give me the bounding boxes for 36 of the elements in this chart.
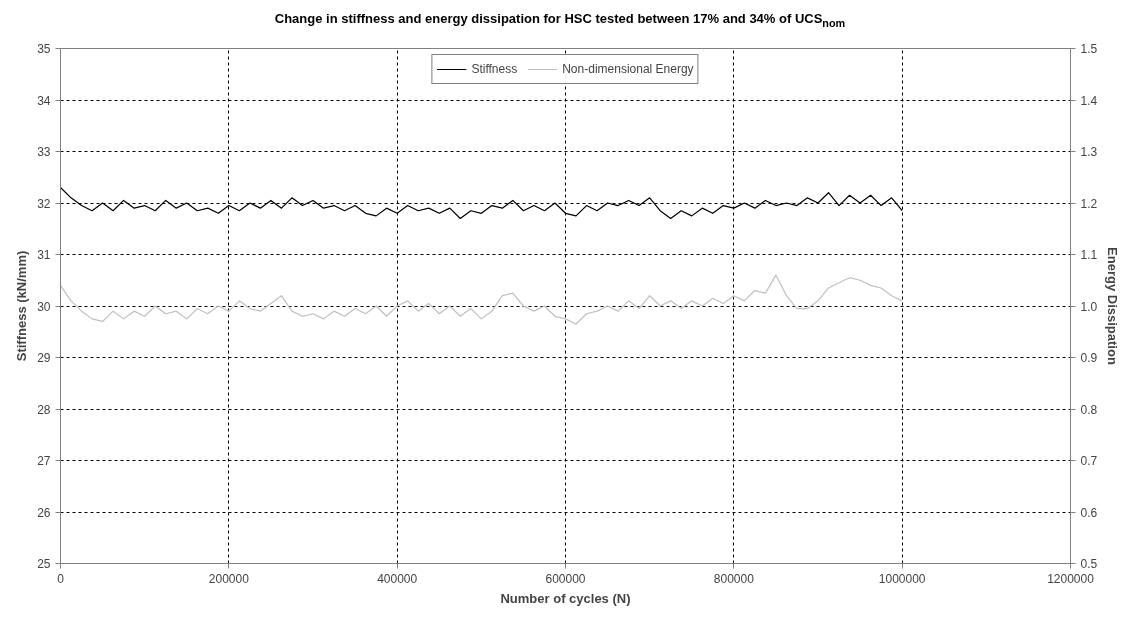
y-tick-label: 33 [37,145,51,159]
x-tick-label: 1000000 [878,571,926,586]
x-axis-title: Number of cycles (N) [500,590,631,606]
y-axis-title: Stiffness (kN/mm) [14,250,30,362]
y2-tick-label: 1.0 [1080,299,1098,314]
y2-tick-label: 1.3 [1080,145,1098,159]
y2-tick-label: 0.8 [1080,402,1098,417]
x-tick-label: 0 [57,571,65,586]
legend-label: Non-dimensional Energy [562,62,694,76]
y2-tick-label: 1.5 [1080,42,1098,56]
y-tick-label: 35 [37,42,51,56]
y-tick-label: 29 [37,351,51,365]
x-tick-label: 200000 [208,571,250,586]
chart-title: Change in stiffness and energy dissipation for HSC tested between 17% and 34% of UCS$_{nom}$ [273,10,847,31]
y-tick-label: 26 [37,505,51,520]
y-tick-label: 31 [37,248,51,262]
y2-tick-label: 0.7 [1080,454,1098,468]
y-tick-label: 30 [37,299,51,314]
x-tick-label: 600000 [545,571,586,586]
y2-tick-label: 0.5 [1080,557,1098,571]
y2-tick-label: 1.1 [1080,248,1098,262]
x-tick-label: 1200000 [1047,571,1095,586]
legend-label: Stiffness [471,62,518,76]
x-tick-label: 800000 [713,571,755,586]
y-tick-label: 32 [37,196,51,211]
y-tick-label: 34 [37,93,51,108]
y2-tick-label: 0.6 [1080,505,1098,520]
y2-tick-label: 1.4 [1080,93,1098,108]
y2-tick-label: 1.2 [1080,196,1098,211]
y-tick-label: 25 [37,557,51,571]
y2-tick-label: 0.9 [1080,351,1098,365]
y-tick-label: 28 [37,402,51,417]
y2-axis-title: Energy Dissipation [1105,247,1121,365]
y-tick-label: 27 [37,454,51,468]
line-series [60,274,903,325]
x-tick-label: 400000 [377,571,418,586]
